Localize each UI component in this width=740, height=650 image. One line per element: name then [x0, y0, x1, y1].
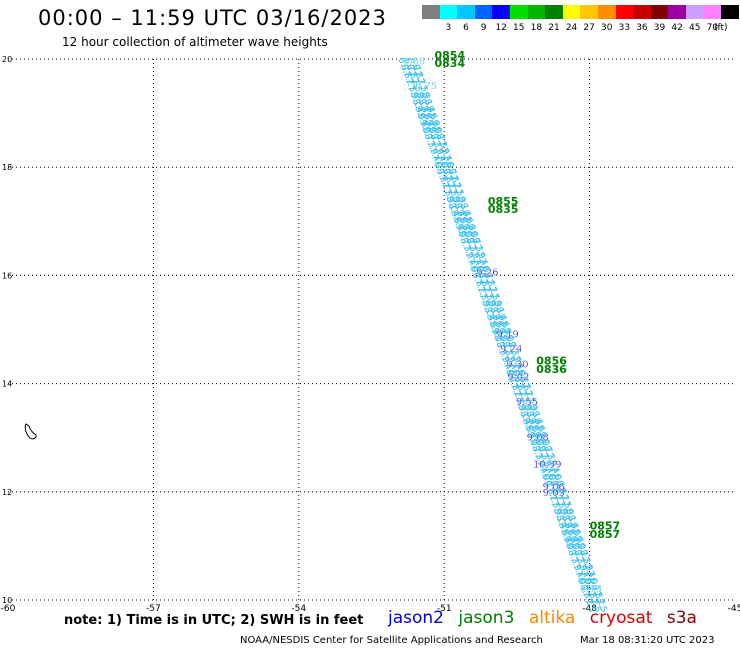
satellite-legend-item: jason3	[458, 608, 515, 628]
pass-time-label: 0835	[488, 203, 519, 216]
wave-height-label: 9.19	[497, 330, 519, 341]
map-tick-labels: -60 -57 -54 -51 -48 -45 20 18 16 14 12 10	[1, 55, 740, 614]
latitude-tick-label: 20	[2, 55, 12, 64]
color-scale-label: 30	[601, 23, 613, 33]
map-grid	[8, 58, 735, 601]
wave-height-label: 9.26	[476, 267, 498, 278]
map-title: 00:00 – 11:59 UTC 03/16/2023	[38, 6, 387, 30]
color-scale-label: 45	[688, 23, 701, 33]
color-scale-label: 70	[706, 23, 719, 33]
footnote: note: 1) Time is in UTC; 2) SWH is in fe…	[64, 613, 364, 628]
color-swatch	[633, 5, 651, 19]
satellite-legend-item: s3a	[666, 608, 697, 628]
satellite-legend-item: jason2	[388, 608, 444, 628]
pass-time-label: 0857	[590, 520, 621, 533]
latitude-tick-label: 14	[2, 380, 12, 389]
pass-time-label: 0834	[435, 57, 466, 70]
color-scale-label: 36	[636, 23, 648, 33]
wave-height-label: 9.02	[507, 372, 529, 383]
color-swatch	[650, 5, 669, 19]
latitude-tick-label: 16	[2, 271, 12, 280]
color-scale-label: 12	[495, 23, 507, 33]
pass-time-label: 0854	[435, 49, 466, 62]
satellite-legend: jason2 jason3 altika cryosat s3a	[388, 608, 706, 628]
color-swatch	[562, 5, 581, 19]
color-scale-label: 18	[530, 23, 543, 33]
color-scale-label: 9	[480, 23, 487, 33]
longitude-tick-label: -54	[291, 604, 306, 614]
wave-height-label: 9.24	[500, 344, 522, 355]
color-swatch	[685, 5, 704, 19]
color-scale-label: 6	[463, 23, 469, 33]
wave-height-label: 9.55	[516, 397, 538, 408]
longitude-tick-label: -51	[437, 604, 452, 614]
color-swatch	[615, 5, 634, 19]
longitude-tick-label: -45	[728, 604, 740, 614]
latitude-tick-label: 10	[2, 596, 12, 605]
color-scale-label: 42	[671, 23, 683, 33]
wave-height-label: 9.06	[543, 482, 565, 493]
color-scale-label: 21	[548, 23, 560, 33]
color-swatch	[580, 5, 598, 19]
color-scale-swatches	[422, 5, 739, 19]
color-scale-labels: 3 6 9 12 15 18 21 24 27 30 33 36 39 42 45 70	[422, 23, 739, 33]
color-swatch	[439, 5, 458, 19]
latitude-tick-label: 12	[2, 488, 12, 497]
color-swatch	[422, 5, 440, 19]
color-swatch	[545, 5, 563, 19]
pass-time-label: 0855	[488, 195, 519, 208]
wave-height-label: 6.68	[403, 56, 425, 67]
color-scale-unit: (ft)	[714, 23, 728, 33]
color-scale-label: 15	[513, 23, 525, 33]
pass-time-label: 0856	[536, 355, 567, 368]
longitude-tick-label: -48	[582, 604, 597, 614]
wave-height-label: 6.73	[580, 584, 602, 595]
color-swatch	[668, 5, 686, 19]
color-swatch	[527, 5, 546, 19]
color-swatch	[492, 5, 510, 19]
wave-height-label: 6.75	[415, 81, 437, 92]
color-swatch	[721, 5, 739, 19]
color-scale-label: 27	[583, 23, 595, 33]
wave-height-label: 9.03	[543, 488, 565, 499]
wave-height-label: 9.30	[506, 359, 528, 370]
wave-height-label: 9.08	[527, 432, 549, 443]
longitude-tick-label: -57	[146, 604, 161, 614]
color-scale-label: 3	[445, 23, 452, 33]
color-scale-label: 39	[653, 23, 666, 33]
longitude-tick-label: -60	[1, 604, 16, 614]
satellite-legend-item: altika	[528, 608, 576, 628]
island-outline	[24, 423, 37, 440]
latitude-tick-label: 18	[2, 163, 12, 172]
pass-time-label: 0857	[590, 528, 621, 541]
credit-line: NOAA/NESDIS Center for Satellite Applica…	[240, 635, 543, 646]
satellite-track: 6.76.87.27.57.98.18.48.68.89.08.78.37.97…	[395, 56, 608, 614]
track-value-labels: 6.68 6.75 9.26 9.19 9.24 9.30 9.02 9.55 9.08 10.3…	[403, 56, 602, 595]
color-scale-label: 24	[565, 23, 578, 33]
color-swatch	[509, 5, 528, 19]
wave-height-label: 10.39	[533, 459, 562, 470]
color-scale-label: 33	[618, 23, 631, 33]
color-swatch	[597, 5, 616, 19]
satellite-legend-item: cryosat	[589, 608, 653, 628]
color-swatch	[474, 5, 493, 19]
generation-timestamp: Mar 18 08:31:20 UTC 2023	[580, 635, 715, 646]
color-swatch	[703, 5, 722, 19]
map-subtitle: 12 hour collection of altimeter wave hei…	[62, 35, 328, 49]
pass-time-label: 0836	[536, 363, 567, 376]
color-swatch	[457, 5, 475, 19]
color-scale-legend: 3 6 9 12 15 18 21 24 27 30 33 36 39 42 45 70 (ft)	[422, 5, 739, 33]
